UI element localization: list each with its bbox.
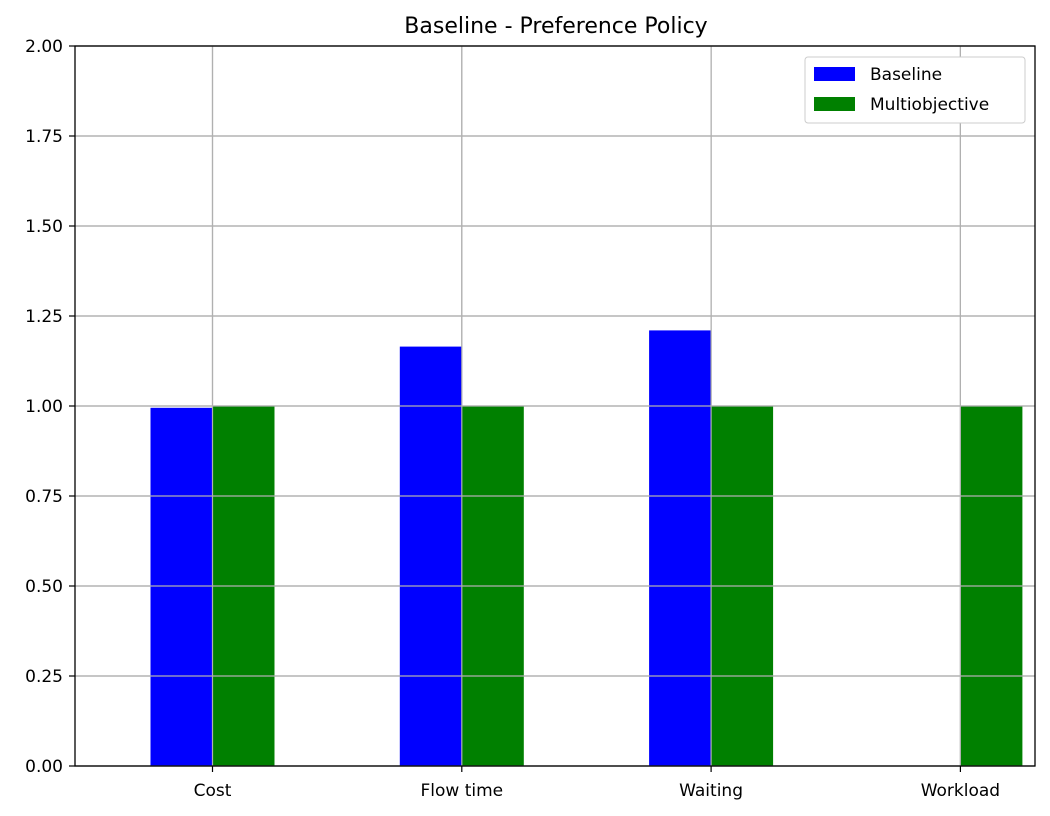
bar-baseline-cost [150,407,213,766]
y-tick-label: 1.25 [25,307,63,327]
y-tick-label: 1.75 [25,127,63,147]
y-tick-label: 2.00 [25,37,63,57]
y-tick-label: 1.50 [25,217,63,237]
y-tick-label: 0.75 [25,487,63,507]
axis-ticks: 0.00 0.25 0.50 0.75 1.00 1.25 1.50 1.75 2.00 Cost… [25,37,1000,801]
x-tick-label: Waiting [679,781,743,801]
x-tick-label: Cost [194,781,232,801]
bars [75,45,1035,767]
legend-swatch-multiobjective [814,97,855,111]
legend-label-multiobjective: Multiobjective [870,95,989,115]
y-tick-label: 1.00 [25,397,63,417]
legend: Baseline Multiobjective [804,56,1026,124]
y-tick-label: 0.25 [25,667,63,687]
legend-label-baseline: Baseline [870,65,942,85]
legend-swatch-baseline [814,67,855,81]
x-tick-label: Flow time [420,781,503,801]
chart-title: Baseline - Preference Policy [404,14,707,39]
y-tick-label: 0.00 [25,757,63,777]
bar-baseline-flow-time [399,346,462,766]
y-tick-label: 0.50 [25,577,63,597]
legend-box [804,56,1026,124]
x-tick-label: Workload [921,781,1000,801]
bar-baseline-waiting [649,330,712,766]
